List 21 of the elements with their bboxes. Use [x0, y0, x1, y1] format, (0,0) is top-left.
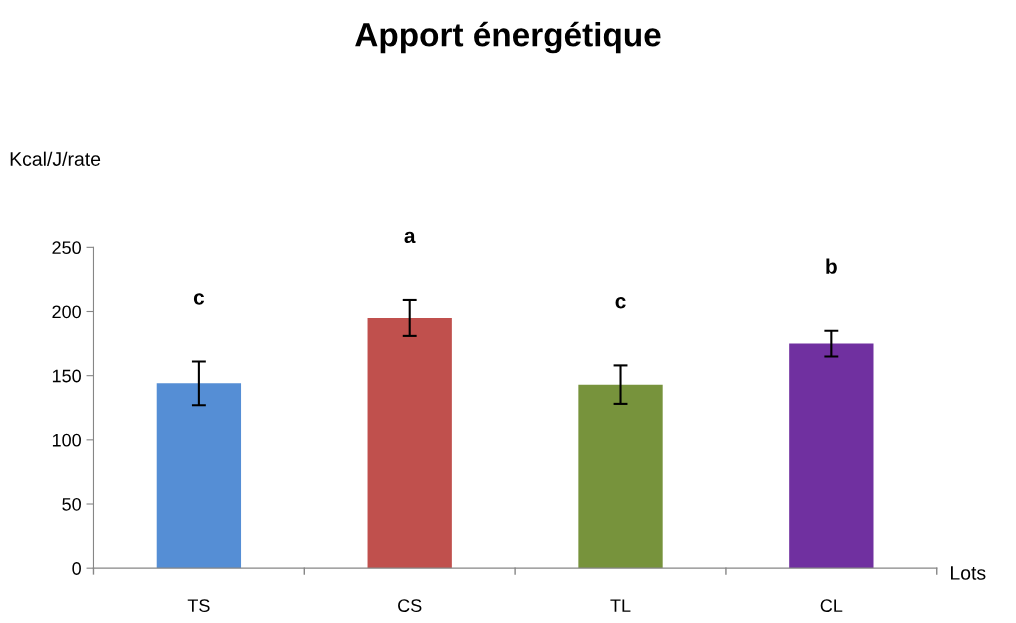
annotation: c: [615, 297, 626, 309]
y-tick-label: 50: [62, 497, 81, 511]
x-tick-label: TL: [610, 599, 631, 612]
text: a: [404, 231, 416, 244]
annotation: c: [193, 293, 205, 305]
y-tick-label: 0: [72, 562, 81, 575]
y-tick-label: 100: [52, 433, 81, 447]
y-tick-label: 200: [52, 305, 81, 319]
x-tick-label: CS: [398, 599, 422, 612]
y-tick-label: 250: [52, 241, 81, 255]
y-axis-title: Kcal/J/rate: [10, 151, 101, 166]
annotation: b: [826, 258, 837, 274]
chart-title: Apport énergétique: [355, 21, 661, 54]
bar: [367, 317, 452, 569]
bar: [156, 383, 242, 569]
x-axis-title: Lots: [951, 566, 986, 580]
bar: [789, 343, 874, 569]
x-tick-label: CL: [820, 599, 843, 612]
bar: [578, 384, 663, 569]
y-tick-label: 150: [52, 369, 81, 383]
x-tick-label: TS: [187, 599, 210, 612]
